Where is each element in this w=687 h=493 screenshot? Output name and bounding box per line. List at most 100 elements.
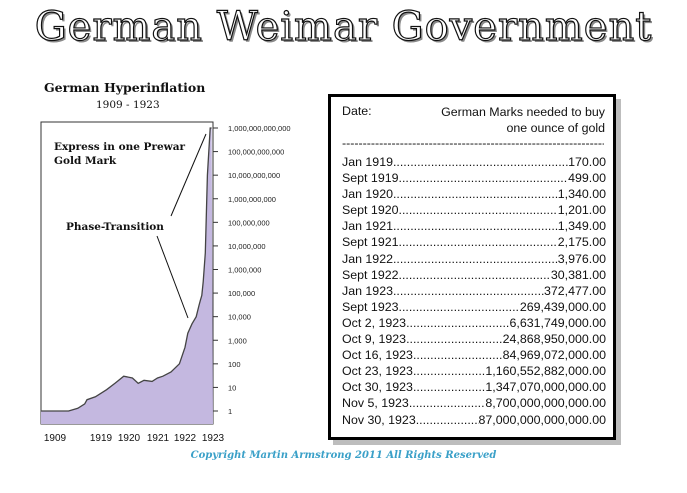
- table-row: Jan 1921 1,349.00: [342, 218, 606, 234]
- table-row: Oct 2, 1923 6,631,749,000.00: [342, 315, 606, 331]
- x-tick-label: 1921: [147, 433, 170, 444]
- row-value: 87,000,000,000,000.00: [478, 412, 606, 427]
- row-date: Jan 1920: [342, 187, 393, 202]
- row-leader-dots: [399, 202, 558, 218]
- y-tick-label: 10,000: [228, 313, 251, 322]
- chart-title: German Hyperinflation: [44, 80, 206, 95]
- table-row: Nov 5, 1923 8,700,000,000,000.00: [342, 395, 606, 411]
- y-tick-label: 100,000,000: [228, 218, 270, 227]
- row-leader-dots: [399, 234, 558, 250]
- row-leader-dots: [413, 363, 485, 379]
- table-row: Sept 1919 499.00: [342, 170, 606, 186]
- table-header-date: Date:: [342, 104, 372, 118]
- y-tick-label: 1,000,000,000,000: [228, 124, 291, 133]
- table-header-value: German Marks needed to buy one ounce of …: [441, 105, 605, 135]
- row-value: 84,969,072,000.00: [502, 348, 606, 363]
- table-row: Jan 1920 1,340.00: [342, 186, 606, 202]
- row-leader-dots: [413, 379, 485, 395]
- chart-subtitle: 1909 - 1923: [96, 99, 160, 111]
- table-row: Sept 1920 1,201.00: [342, 202, 606, 218]
- row-date: Oct 16, 1923: [342, 348, 413, 363]
- row-leader-dots: [409, 395, 486, 411]
- x-tick-label: 1922: [174, 433, 197, 444]
- x-tick-label: 1923: [202, 433, 225, 444]
- table-row: Nov 30, 1923 87,000,000,000,000.00: [342, 412, 606, 428]
- annotation-pointer: [156, 235, 189, 319]
- row-value: 1,347,070,000,000.00: [485, 380, 606, 395]
- row-leader-dots: [393, 186, 558, 202]
- row-date: Jan 1922: [342, 251, 393, 266]
- y-tick-label: 10: [228, 383, 236, 392]
- row-value: 372,477.00: [543, 283, 606, 298]
- y-tick-label: 1,000,000: [228, 266, 261, 275]
- y-tick-label: 1,000,000,000: [228, 195, 276, 204]
- y-tick-label: 10,000,000: [228, 242, 266, 251]
- y-tick-label: 1: [228, 407, 232, 416]
- row-value: 1,349.00: [557, 219, 606, 234]
- y-tick-label: 100,000: [228, 289, 255, 298]
- table-row: Jan 1923 372,477.00: [342, 283, 606, 299]
- row-leader-dots: [406, 331, 503, 347]
- row-date: Jan 1919: [342, 155, 393, 169]
- y-tick-label: 1,000: [228, 336, 247, 345]
- row-date: Oct 2, 1923: [342, 315, 407, 330]
- x-tick-label: 1920: [118, 433, 141, 444]
- row-value: 24,868,950,000.00: [502, 332, 606, 347]
- row-date: Oct 30, 1923: [342, 380, 413, 395]
- row-date: Jan 1921: [342, 219, 393, 234]
- row-value: 1,340.00: [557, 187, 606, 202]
- row-value: 170.00: [568, 155, 606, 169]
- table-separator: ----------------------------------------…: [342, 138, 604, 148]
- annotation-gold-mark: Express in one Prewar Gold Mark: [54, 141, 185, 167]
- gold-price-table: Date: German Marks needed to buy one oun…: [328, 94, 616, 440]
- table-row: Jan 1919 170.00: [342, 154, 606, 170]
- row-leader-dots: [406, 315, 509, 331]
- row-value: 499.00: [568, 171, 606, 186]
- row-leader-dots: [399, 170, 569, 186]
- y-tick-label: 100,000,000,000: [228, 148, 284, 157]
- row-value: 1,201.00: [557, 203, 606, 218]
- row-value: 1,160,552,882,000.00: [485, 364, 606, 379]
- table-row: Oct 23, 1923 1,160,552,882,000.00: [342, 363, 606, 379]
- row-date: Nov 30, 1923: [342, 412, 416, 427]
- copyright-notice: Copyright Martin Armstrong 2011 All Righ…: [190, 450, 497, 461]
- table-row: Sept 1922 30,381.00: [342, 267, 606, 283]
- row-date: Sept 1920: [342, 203, 399, 218]
- table-row: Oct 30, 1923 1,347,070,000,000.00: [342, 379, 606, 395]
- table-row: Sept 1921 2,175.00: [342, 234, 606, 250]
- row-leader-dots: [393, 154, 568, 170]
- row-value: 8,700,000,000,000.00: [485, 396, 606, 411]
- row-date: Sept 1922: [342, 267, 399, 282]
- y-tick-label: 100: [228, 360, 241, 369]
- series-line: [41, 127, 212, 412]
- row-date: Oct 23, 1923: [342, 364, 413, 379]
- y-tick-label: 10,000,000,000: [228, 171, 280, 180]
- table-rows: Jan 1919 170.00 Sept 1919 499.00 Jan 1920 1,3…: [342, 154, 606, 428]
- row-value: 269,439,000.00: [519, 299, 606, 314]
- row-date: Jan 1923: [342, 283, 393, 298]
- annotation-pointer: [170, 133, 207, 217]
- row-leader-dots: [413, 347, 503, 363]
- row-leader-dots: [399, 267, 551, 283]
- row-leader-dots: [416, 412, 479, 428]
- row-value: 6,631,749,000.00: [509, 315, 606, 330]
- table-row: Jan 1922 3,976.00: [342, 251, 606, 267]
- page-title: German Weimar Government: [34, 3, 653, 50]
- row-date: Nov 5, 1923: [342, 396, 409, 411]
- row-leader-dots: [393, 251, 558, 267]
- x-tick-label: 1909: [44, 433, 67, 444]
- row-date: Sept 1923: [342, 299, 399, 314]
- row-value: 3,976.00: [557, 251, 606, 266]
- row-date: Sept 1919: [342, 171, 399, 186]
- row-leader-dots: [393, 218, 558, 234]
- row-leader-dots: [399, 299, 520, 315]
- table-row: Sept 1923 269,439,000.00: [342, 299, 606, 315]
- row-leader-dots: [393, 283, 544, 299]
- x-tick-label: 1919: [90, 433, 113, 444]
- table-row: Oct 9, 1923 24,868,950,000.00: [342, 331, 606, 347]
- row-value: 30,381.00: [550, 267, 606, 282]
- series-area: [41, 128, 213, 424]
- table-row: Oct 16, 1923 84,969,072,000.00: [342, 347, 606, 363]
- hyperinflation-chart: 1 10 100 1,000 10,000 100,000 1,000,000 10,000,…: [40, 121, 291, 444]
- annotation-phase-transition: Phase-Transition: [66, 221, 164, 233]
